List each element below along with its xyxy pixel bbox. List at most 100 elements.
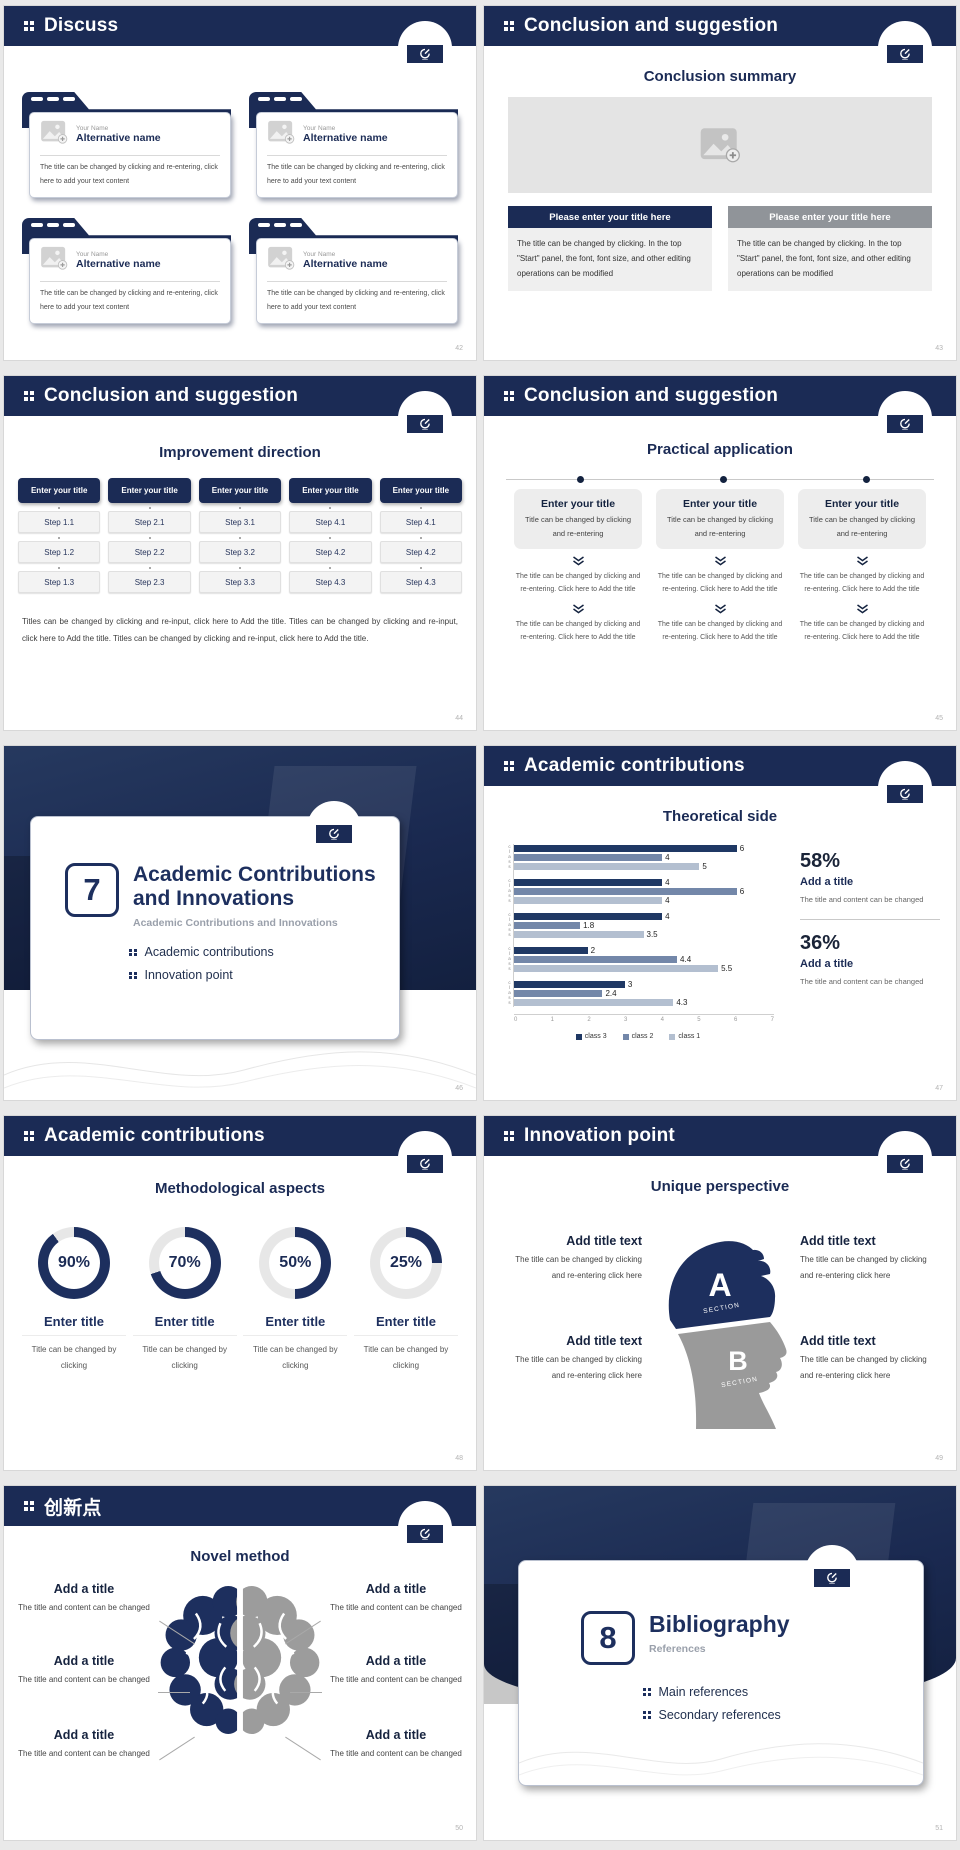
university-logo-icon xyxy=(316,825,352,843)
slide-unique-perspective[interactable]: Innovation point Unique perspective A SE… xyxy=(484,1116,956,1470)
image-placeholder-icon xyxy=(267,246,295,275)
slide-header-title: Academic contributions xyxy=(44,1125,265,1146)
slide-header: Innovation point xyxy=(484,1116,956,1156)
practical-column: Enter your title Title can be changed by… xyxy=(514,489,642,644)
page-number: 47 xyxy=(935,1085,943,1092)
step-box: Step 2.1 xyxy=(108,507,191,533)
logo-badge xyxy=(878,21,932,63)
practical-column: Enter your title Title can be changed by… xyxy=(798,489,926,644)
step-box: Step 1.1 xyxy=(18,507,101,533)
text-block: Add title text The title can be changed … xyxy=(500,1234,642,1283)
practical-column: Enter your title Title can be changed by… xyxy=(656,489,784,644)
timeline-dot xyxy=(720,476,727,483)
bar-value: 3 xyxy=(627,979,633,989)
bar xyxy=(513,922,581,929)
section-title: Practical application xyxy=(647,441,793,458)
slide-header: 创新点 xyxy=(4,1486,476,1526)
donut-chart: 50% xyxy=(259,1227,332,1299)
bar-value: 5 xyxy=(702,861,707,871)
bar xyxy=(513,947,588,954)
section-cover-card: 8 Bibliography References Main reference… xyxy=(518,1545,924,1786)
slide-header: Academic contributions xyxy=(484,746,956,786)
block-body: The title and content can be changed xyxy=(18,1603,150,1612)
slide-header-title: Academic contributions xyxy=(524,755,745,776)
bar xyxy=(513,863,700,870)
slide-header: Conclusion and suggestion xyxy=(4,376,476,416)
bar-chart: class… 6 4 5 class… 4 6 4 class… 4 1.8 3.5 class… 2 4.… xyxy=(502,844,774,1040)
chevron-down-icon xyxy=(856,603,868,614)
text-block: Add title text The title can be changed … xyxy=(500,1334,642,1383)
bar xyxy=(513,845,737,852)
logo-badge xyxy=(398,1501,452,1543)
slide-theoretical-side[interactable]: Academic contributions Theoretical side … xyxy=(484,746,956,1100)
block-title: Add a title xyxy=(53,1654,115,1668)
slide-improvement-direction[interactable]: Conclusion and suggestion Improvement di… xyxy=(4,376,476,730)
slide-header-title: Conclusion and suggestion xyxy=(524,385,779,406)
stat-percent: 36% xyxy=(800,932,841,955)
slide-novel-method[interactable]: 创新点 Novel method Add a title The title a… xyxy=(4,1486,476,1840)
donut-cell: 90% Enter title Title can be changed by … xyxy=(22,1227,126,1374)
x-tick: 5 xyxy=(697,1017,701,1023)
slide-section-7-cover[interactable]: 7 Academic Contributions and Innovations… xyxy=(4,746,476,1100)
slide-header-title: Conclusion and suggestion xyxy=(524,15,779,36)
bullet-label: Secondary references xyxy=(658,1708,781,1722)
text-block: Add a title The title and content can be… xyxy=(328,1728,464,1762)
header-dots-icon xyxy=(504,391,514,401)
bar xyxy=(513,888,737,895)
block-body: The title can be changed by clicking and… xyxy=(800,1355,927,1380)
bullet-dots-icon xyxy=(643,1711,651,1719)
column-title-button: Enter your title xyxy=(18,478,101,503)
member-cards: Your Name Alternative name The title can… xyxy=(22,92,458,324)
panel-title: Please enter your title here xyxy=(508,206,712,228)
slide-methodological-aspects[interactable]: Academic contributions Methodological as… xyxy=(4,1116,476,1470)
legend-item: class 1 xyxy=(669,1033,700,1040)
step-column: Enter your title Step 1.1 Step 1.2 Step … xyxy=(18,478,101,593)
bar xyxy=(513,956,678,963)
member-card: Your Name Alternative name The title can… xyxy=(22,92,231,198)
header-dots-icon xyxy=(24,1501,34,1511)
step-box: Step 4.2 xyxy=(289,537,372,563)
section-title: Conclusion summary xyxy=(643,68,797,85)
window-dashes-icon xyxy=(31,97,75,101)
connector-line xyxy=(290,1692,322,1693)
step-column: Enter your title Step 2.1 Step 2.2 Step … xyxy=(108,478,191,593)
block-title: Add a title xyxy=(365,1654,427,1668)
wave-decoration xyxy=(4,1051,476,1089)
section-bullet: Academic contributions xyxy=(129,945,399,959)
block-body: The title can be changed by clicking and… xyxy=(515,1255,642,1280)
step-box: Step 3.2 xyxy=(198,537,282,563)
column-title: Enter your title xyxy=(540,498,616,510)
donut-title: Enter title xyxy=(243,1314,348,1336)
panel-title: Please enter your title here xyxy=(728,206,932,228)
x-tick: 6 xyxy=(733,1017,738,1023)
section-bullet: Innovation point xyxy=(129,968,399,982)
slide-practical-application[interactable]: Conclusion and suggestion Practical appl… xyxy=(484,376,956,730)
text-block: Add a title The title and content can be… xyxy=(16,1582,152,1616)
logo-badge xyxy=(805,1545,859,1587)
donut-body: Title can be changed by clicking xyxy=(363,1345,449,1370)
member-name-label: Your Name xyxy=(303,251,336,258)
slide-conclusion-summary[interactable]: Conclusion and suggestion Conclusion sum… xyxy=(484,6,956,360)
university-logo-icon xyxy=(407,1525,443,1543)
bar-value: 4 xyxy=(665,877,670,887)
bar-value: 4 xyxy=(665,895,670,905)
member-card-body: The title can be changed by clicking and… xyxy=(267,290,445,311)
category-label: class… xyxy=(507,912,512,939)
bar xyxy=(513,965,719,972)
bar-group: class… 4 1.8 3.5 xyxy=(502,912,774,939)
step-box: Step 1.3 xyxy=(18,567,101,593)
donut-chart: 90% xyxy=(38,1227,110,1299)
window-dashes-icon xyxy=(258,223,302,227)
slide-discuss[interactable]: Discuss Your Name Alternative name The t… xyxy=(4,6,476,360)
logo-badge xyxy=(398,21,452,63)
category-label: class… xyxy=(507,980,512,1007)
column-title-button: Enter your title xyxy=(379,478,463,503)
bar xyxy=(513,897,663,904)
member-card: Your Name Alternative name The title can… xyxy=(22,218,231,324)
university-logo-icon xyxy=(407,1155,443,1173)
column-title: Enter your title xyxy=(824,498,900,510)
bar-group: class… 6 4 5 xyxy=(502,844,774,871)
text-block: Add a title The title and content can be… xyxy=(16,1654,152,1688)
slide-section-8-cover[interactable]: 8 Bibliography References Main reference… xyxy=(484,1486,956,1840)
logo-badge xyxy=(878,761,932,803)
